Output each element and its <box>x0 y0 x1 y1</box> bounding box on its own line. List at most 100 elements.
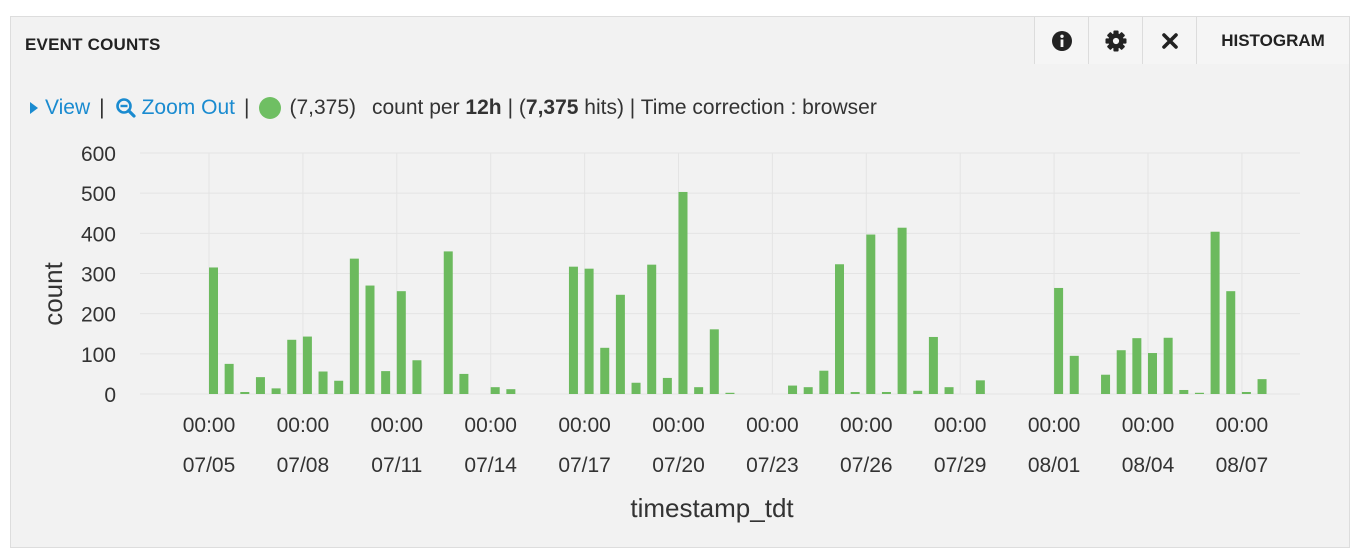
x-tick-time: 00:00 <box>183 414 236 437</box>
y-tick-label: 0 <box>104 384 116 407</box>
x-axis-label: timestamp_tdt <box>630 493 794 523</box>
view-link-label: View <box>45 96 91 119</box>
histogram-bar <box>975 380 985 394</box>
histogram-bar <box>1132 338 1142 394</box>
histogram-bar <box>490 387 500 394</box>
histogram-bar <box>584 268 594 394</box>
x-tick-time: 00:00 <box>277 414 330 437</box>
x-tick-date: 07/17 <box>558 454 611 477</box>
histogram-bar <box>928 336 938 394</box>
histogram-bar <box>412 360 422 394</box>
x-tick-time: 00:00 <box>840 414 893 437</box>
settings-button[interactable] <box>1088 17 1142 64</box>
close-button[interactable] <box>1142 17 1196 64</box>
histogram-bar <box>819 370 829 394</box>
histogram-bar <box>209 267 218 394</box>
y-tick-label: 200 <box>81 304 116 327</box>
toolbar-separator: | <box>243 96 250 119</box>
x-tick-date: 08/07 <box>1216 454 1269 477</box>
y-axis-label: count <box>38 261 68 325</box>
hits-value: 7,375 <box>525 96 579 119</box>
panel-header-buttons: HISTOGRAM <box>1034 17 1349 65</box>
histogram-bar <box>662 377 672 394</box>
histogram-bar <box>396 291 406 394</box>
histogram-bar <box>1241 391 1251 394</box>
x-tick-date: 08/01 <box>1028 454 1081 477</box>
info-button[interactable] <box>1034 17 1088 64</box>
histogram-bar <box>725 392 735 394</box>
y-tick-label: 100 <box>81 344 116 367</box>
histogram-bar <box>881 391 891 394</box>
histogram-bar <box>443 251 453 394</box>
histogram-bar <box>1054 287 1064 394</box>
x-tick-date: 07/08 <box>277 454 330 477</box>
histogram-bar <box>694 387 704 394</box>
y-tick-label: 400 <box>81 223 116 246</box>
zoom-out-icon <box>115 98 136 118</box>
x-tick-time: 00:00 <box>558 414 611 437</box>
histogram-bar <box>459 373 469 394</box>
x-tick-time: 00:00 <box>371 414 424 437</box>
panel-title: EVENT COUNTS <box>25 35 161 54</box>
x-tick-time: 00:00 <box>1028 414 1081 437</box>
histogram-bar <box>568 266 578 394</box>
interval-value: 12h <box>465 96 502 119</box>
histogram-bar <box>1257 379 1267 394</box>
histogram-bar <box>302 336 312 394</box>
histogram-bar <box>381 371 391 394</box>
gear-icon <box>1105 30 1126 51</box>
x-tick-date: 07/05 <box>183 454 236 477</box>
hits-open: | ( <box>507 96 526 119</box>
x-tick-time: 00:00 <box>934 414 987 437</box>
histogram-bar <box>944 387 954 394</box>
x-tick-time: 00:00 <box>464 414 517 437</box>
x-tick-date: 07/14 <box>464 454 517 477</box>
histogram-bar <box>240 391 250 394</box>
histogram-bar <box>1194 392 1204 394</box>
panel-header: EVENT COUNTS <box>11 17 1349 65</box>
histogram-bar <box>349 258 359 394</box>
histogram-bar <box>287 339 297 394</box>
y-tick-label: 600 <box>81 143 116 166</box>
histogram-bar <box>334 380 344 394</box>
histogram-bar <box>1148 353 1157 394</box>
histogram-bar <box>255 377 265 394</box>
y-tick-label: 500 <box>81 183 116 206</box>
histogram-bar <box>897 227 907 394</box>
histogram-bar <box>647 264 657 394</box>
histogram-bar <box>271 388 281 394</box>
zoom-out-link[interactable]: Zoom Out <box>115 96 235 120</box>
x-tick-time: 00:00 <box>1216 414 1269 437</box>
x-tick-date: 07/11 <box>371 454 422 477</box>
x-tick-date: 07/29 <box>934 454 987 477</box>
histogram-mode-button[interactable]: HISTOGRAM <box>1196 17 1349 64</box>
zoom-out-link-label: Zoom Out <box>141 96 235 119</box>
series-color-dot <box>259 97 282 119</box>
x-tick-date: 07/20 <box>652 454 705 477</box>
histogram-bar <box>709 329 719 394</box>
histogram-bar <box>803 387 813 394</box>
histogram-bar <box>1179 389 1189 394</box>
series-count: (7,375) <box>289 96 356 119</box>
histogram-bar <box>913 390 923 394</box>
histogram-bar <box>631 382 641 394</box>
view-link[interactable]: View <box>29 96 90 120</box>
histogram-bar <box>600 347 610 394</box>
count-per-label: count per <box>372 96 466 119</box>
histogram-bar <box>506 389 516 394</box>
histogram-bar <box>788 385 798 394</box>
hits-close: hits) | Time correction : browser <box>578 96 877 119</box>
histogram-bar <box>1069 355 1079 394</box>
histogram-bar <box>318 371 328 394</box>
x-tick-date: 08/04 <box>1122 454 1175 477</box>
histogram-bar <box>835 264 844 394</box>
x-tick-time: 00:00 <box>652 414 705 437</box>
x-tick-time: 00:00 <box>746 414 799 437</box>
y-tick-label: 300 <box>81 264 116 287</box>
histogram-bar <box>1210 231 1220 394</box>
toolbar-separator: | <box>99 96 105 119</box>
close-icon <box>1161 32 1178 49</box>
caret-right-icon <box>30 102 38 114</box>
x-tick-date: 07/26 <box>840 454 893 477</box>
histogram-toolbar: View | Zoom Out | (7,375) count per 12h … <box>29 95 877 121</box>
